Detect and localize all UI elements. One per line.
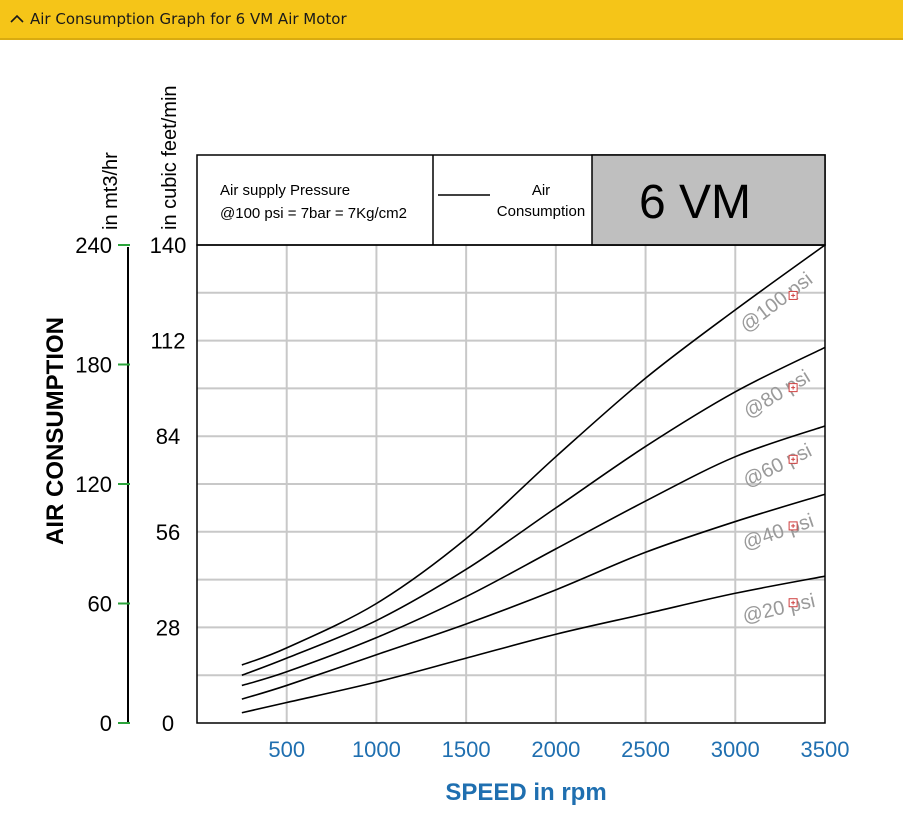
x-axis-title: SPEED in rpm: [445, 779, 606, 806]
x-tick-label: 3500: [801, 737, 850, 762]
legend-note-line1: Air supply Pressure: [220, 182, 350, 199]
title-cell: [591, 154, 826, 246]
mt3-axis-ticks: 0 60 120 180 240: [75, 233, 130, 736]
series-label: @80 psi: [740, 366, 814, 423]
series-label: @20 psi: [740, 590, 817, 628]
x-tick-label: 1000: [352, 737, 401, 762]
mt3-unit-label: in mt3/hr: [100, 152, 122, 230]
series-label: @100 psi: [736, 268, 817, 337]
cfm-tick-label: 140: [150, 233, 187, 258]
cfm-axis-ticks: 0 28 56 84 112 140: [150, 233, 187, 736]
series-line: [241, 425, 826, 687]
mt3-tick-label: 120: [75, 472, 112, 497]
cfm-tick-label: 28: [156, 615, 180, 640]
chart: Air supply Pressure @100 psi = 7bar = 7K…: [42, 85, 849, 806]
chart-curves: [241, 244, 826, 714]
chevron-up-icon[interactable]: [8, 10, 26, 28]
chart-legend: Air supply Pressure @100 psi = 7bar = 7K…: [196, 154, 826, 246]
legend-entry-line1: Air: [532, 182, 550, 199]
x-tick-label: 2500: [621, 737, 670, 762]
curve-labels: @100 psi@80 psi@60 psi@40 psi@20 psi: [736, 268, 817, 628]
series-line: [241, 244, 826, 666]
x-tick-label: 3000: [711, 737, 760, 762]
chart-title: 6 VM: [639, 176, 751, 229]
x-tick-label: 1500: [442, 737, 491, 762]
cfm-tick-label: 112: [150, 329, 185, 354]
y-axis-title: AIR CONSUMPTION: [42, 317, 69, 545]
plot-frame: [196, 244, 826, 724]
x-tick-label: 2000: [531, 737, 580, 762]
cfm-tick-label: 56: [156, 520, 180, 545]
accordion-title: Air Consumption Graph for 6 VM Air Motor: [30, 10, 347, 28]
legend-note-line2: @100 psi = 7bar = 7Kg/cm2: [220, 205, 407, 222]
series-line: [241, 493, 826, 700]
series-line: [241, 346, 826, 676]
series-line: [241, 575, 826, 714]
mt3-tick-label: 60: [88, 592, 112, 617]
chart-grid: [197, 245, 825, 723]
cfm-tick-label: 84: [156, 424, 180, 449]
mt3-tick-label: 0: [100, 711, 112, 736]
mt3-tick-label: 180: [75, 353, 112, 378]
cfm-tick-label: 0: [162, 711, 174, 736]
mt3-tick-label: 240: [75, 233, 112, 258]
cfm-unit-label: in cubic feet/min: [159, 85, 181, 230]
x-axis-ticks: 500 1000 1500 2000 2500 3000 3500: [268, 737, 849, 762]
x-tick-label: 500: [268, 737, 305, 762]
accordion-header[interactable]: Air Consumption Graph for 6 VM Air Motor: [0, 0, 903, 40]
legend-entry-line2: Consumption: [497, 203, 585, 220]
